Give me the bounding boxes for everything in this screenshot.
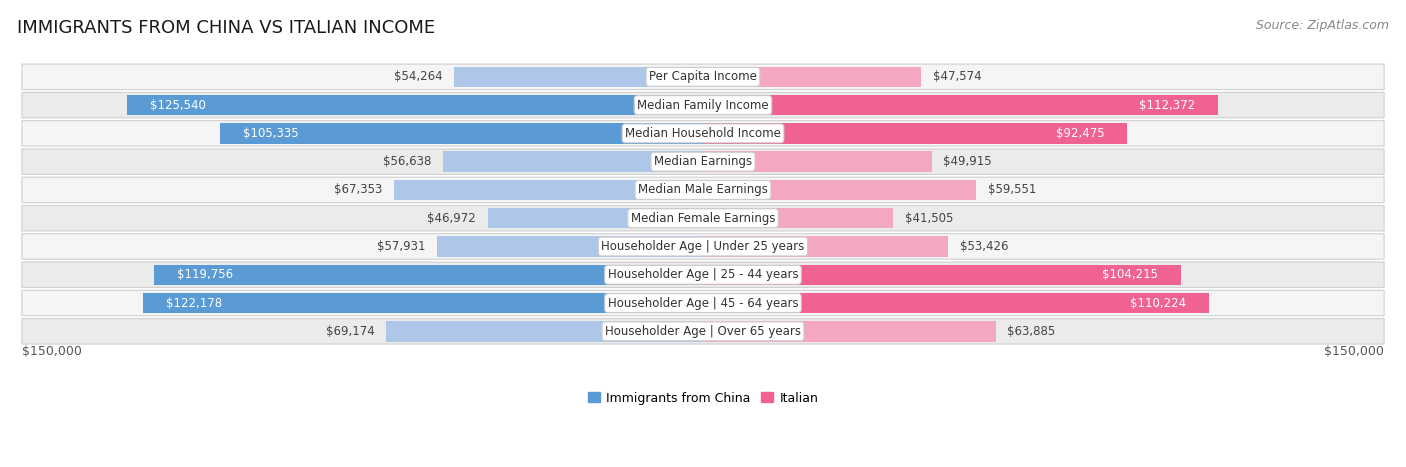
Bar	[153, 265, 703, 285]
Bar	[703, 208, 893, 228]
Bar	[703, 151, 932, 172]
Bar	[127, 95, 703, 115]
Text: $57,931: $57,931	[377, 240, 426, 253]
Bar	[703, 321, 995, 341]
Text: $59,551: $59,551	[987, 184, 1036, 197]
FancyBboxPatch shape	[22, 64, 1384, 90]
Bar	[703, 180, 976, 200]
Text: $47,574: $47,574	[932, 71, 981, 83]
Text: $53,426: $53,426	[959, 240, 1008, 253]
Text: $49,915: $49,915	[943, 155, 993, 168]
Text: $112,372: $112,372	[1139, 99, 1195, 112]
Bar	[703, 123, 1128, 143]
Text: Median Female Earnings: Median Female Earnings	[631, 212, 775, 225]
Bar	[385, 321, 703, 341]
Text: $150,000: $150,000	[22, 345, 82, 358]
Bar	[394, 180, 703, 200]
FancyBboxPatch shape	[22, 120, 1384, 146]
Text: $104,215: $104,215	[1102, 268, 1159, 281]
Legend: Immigrants from China, Italian: Immigrants from China, Italian	[582, 387, 824, 410]
Text: $54,264: $54,264	[394, 71, 443, 83]
Bar	[454, 67, 703, 87]
Text: $56,638: $56,638	[384, 155, 432, 168]
Bar	[703, 293, 1209, 313]
Text: Householder Age | Over 65 years: Householder Age | Over 65 years	[605, 325, 801, 338]
FancyBboxPatch shape	[22, 290, 1384, 316]
Text: $105,335: $105,335	[243, 127, 298, 140]
Text: $67,353: $67,353	[335, 184, 382, 197]
Bar	[142, 293, 703, 313]
Text: $92,475: $92,475	[1056, 127, 1104, 140]
Text: Median Earnings: Median Earnings	[654, 155, 752, 168]
Bar	[703, 265, 1181, 285]
Text: $122,178: $122,178	[166, 297, 222, 310]
Text: Householder Age | Under 25 years: Householder Age | Under 25 years	[602, 240, 804, 253]
Text: $63,885: $63,885	[1008, 325, 1056, 338]
Bar	[703, 236, 948, 257]
Text: $46,972: $46,972	[427, 212, 477, 225]
Bar	[703, 95, 1219, 115]
Bar	[703, 67, 921, 87]
Bar	[437, 236, 703, 257]
Text: Householder Age | 45 - 64 years: Householder Age | 45 - 64 years	[607, 297, 799, 310]
FancyBboxPatch shape	[22, 149, 1384, 174]
Text: $110,224: $110,224	[1129, 297, 1185, 310]
Bar	[488, 208, 703, 228]
Text: Per Capita Income: Per Capita Income	[650, 71, 756, 83]
Text: Median Male Earnings: Median Male Earnings	[638, 184, 768, 197]
Text: Median Household Income: Median Household Income	[626, 127, 780, 140]
FancyBboxPatch shape	[22, 92, 1384, 118]
Text: Source: ZipAtlas.com: Source: ZipAtlas.com	[1256, 19, 1389, 32]
FancyBboxPatch shape	[22, 318, 1384, 344]
Text: $69,174: $69,174	[326, 325, 374, 338]
FancyBboxPatch shape	[22, 205, 1384, 231]
Bar	[443, 151, 703, 172]
Text: $125,540: $125,540	[150, 99, 207, 112]
Text: $119,756: $119,756	[177, 268, 233, 281]
FancyBboxPatch shape	[22, 177, 1384, 203]
Text: IMMIGRANTS FROM CHINA VS ITALIAN INCOME: IMMIGRANTS FROM CHINA VS ITALIAN INCOME	[17, 19, 434, 37]
Text: $41,505: $41,505	[905, 212, 953, 225]
Bar	[219, 123, 703, 143]
FancyBboxPatch shape	[22, 262, 1384, 288]
Text: Median Family Income: Median Family Income	[637, 99, 769, 112]
Text: $150,000: $150,000	[1324, 345, 1384, 358]
Text: Householder Age | 25 - 44 years: Householder Age | 25 - 44 years	[607, 268, 799, 281]
FancyBboxPatch shape	[22, 234, 1384, 259]
